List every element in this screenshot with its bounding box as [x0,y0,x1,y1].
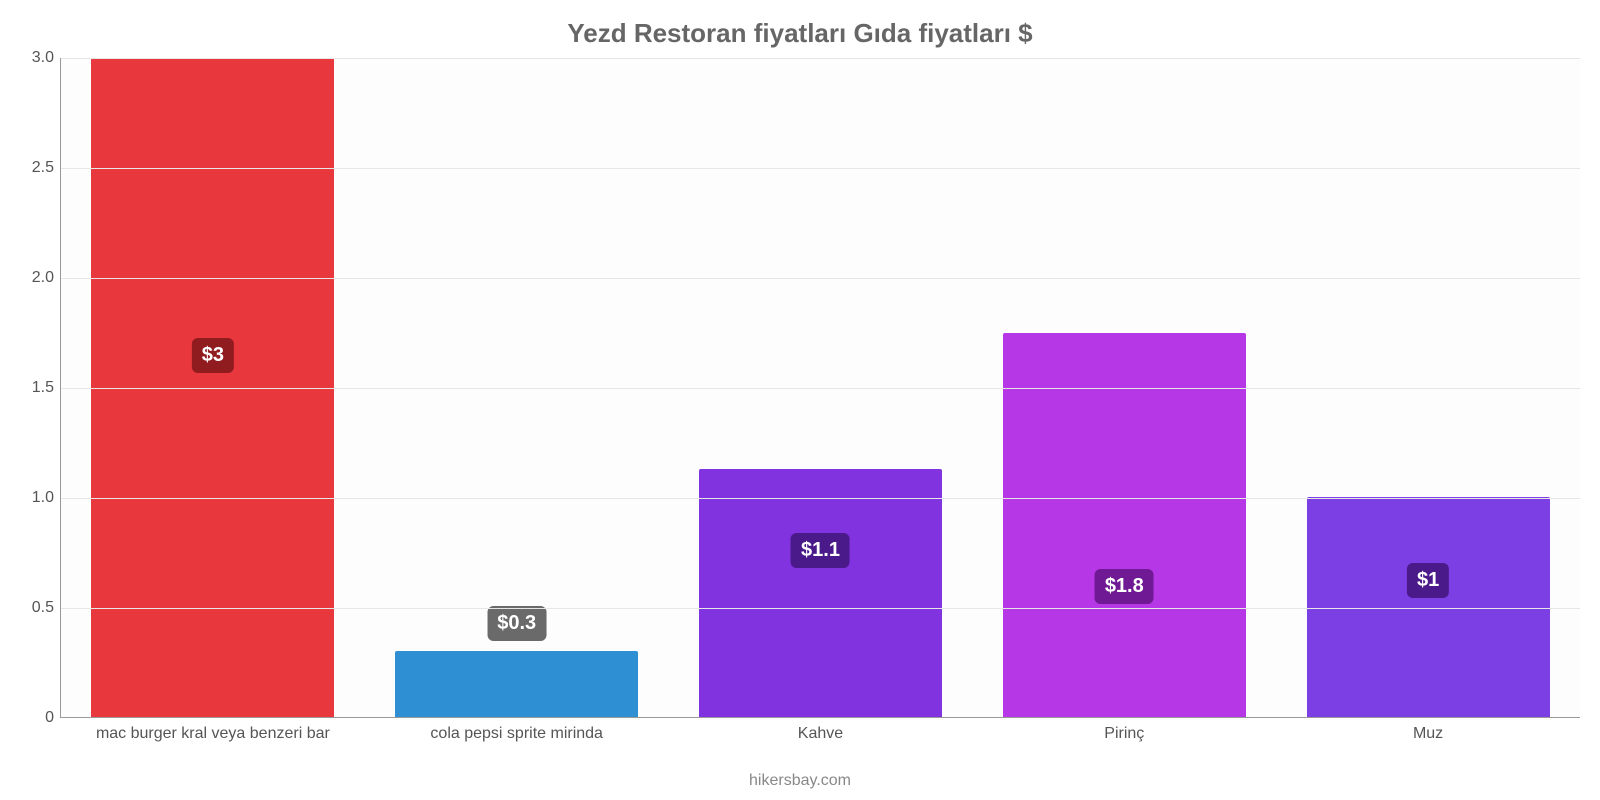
value-badge: $0.3 [487,606,546,641]
x-axis-label: mac burger kral veya benzeri bar [83,725,343,743]
gridline [61,498,1580,499]
ytick-label: 0.5 [8,599,54,617]
value-badge: $3 [192,338,234,373]
plot-area: $3mac burger kral veya benzeri bar$0.3co… [60,58,1580,718]
value-badge: $1.1 [791,533,850,568]
x-axis-label: cola pepsi sprite mirinda [387,725,647,743]
ytick-label: 2.0 [8,269,54,287]
x-axis-label: Kahve [690,725,950,743]
ytick-label: 2.5 [8,159,54,177]
bar: $1.8 [1003,333,1246,717]
bar: $1.1 [699,469,942,717]
gridline [61,388,1580,389]
ytick-label: 3.0 [8,49,54,67]
value-badge: $1 [1407,563,1449,598]
gridline [61,58,1580,59]
gridline [61,278,1580,279]
ytick-label: 0 [8,709,54,727]
x-axis-label: Pirinç [994,725,1254,743]
chart-credit: hikersbay.com [0,772,1600,790]
value-badge: $1.8 [1095,569,1154,604]
x-axis-label: Muz [1298,725,1558,743]
price-bar-chart: Yezd Restoran fiyatları Gıda fiyatları $… [0,0,1600,800]
ytick-label: 1.5 [8,379,54,397]
bar: $0.3 [395,651,638,717]
chart-title: Yezd Restoran fiyatları Gıda fiyatları $ [0,18,1600,49]
gridline [61,168,1580,169]
gridline [61,608,1580,609]
ytick-label: 1.0 [8,489,54,507]
